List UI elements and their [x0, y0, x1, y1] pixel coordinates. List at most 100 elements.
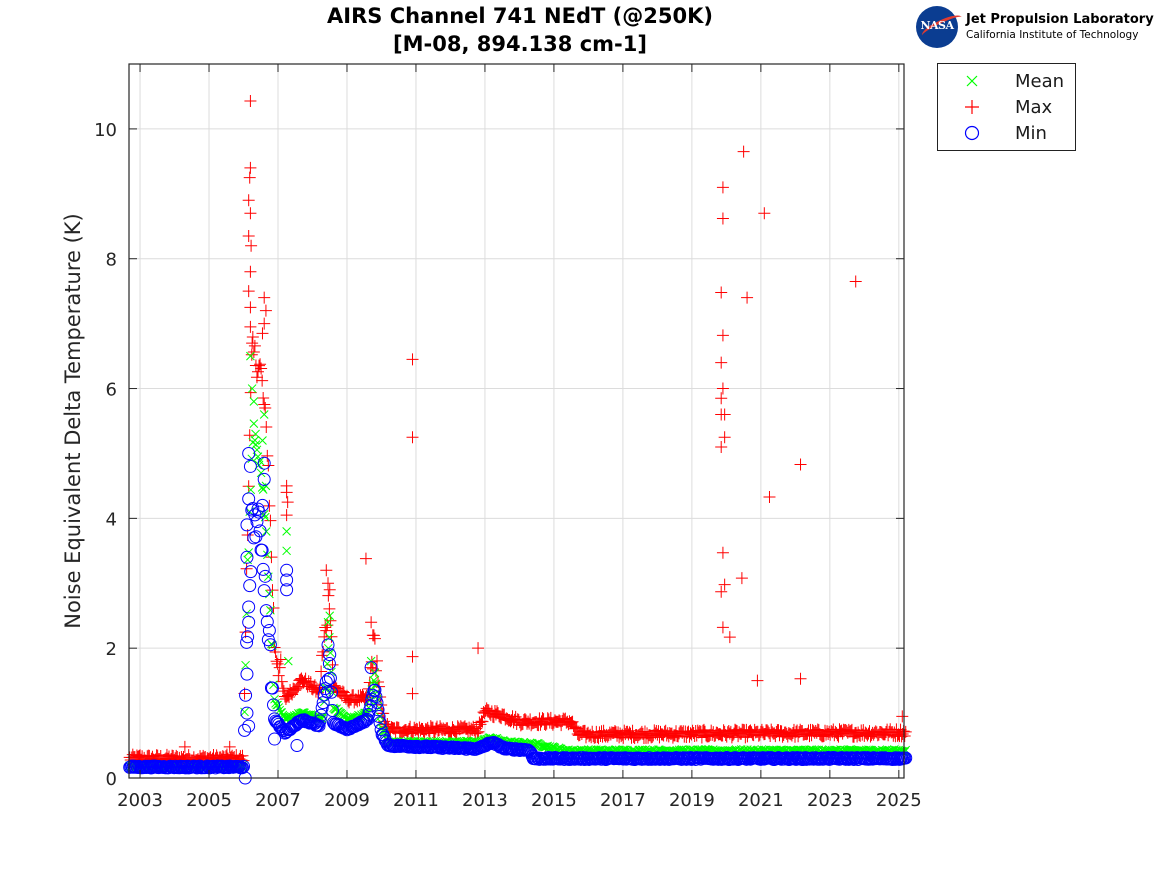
data-point-min — [240, 667, 254, 681]
grid-lines — [129, 64, 904, 779]
data-point-mean — [266, 605, 275, 615]
x-tick-label: 2013 — [462, 790, 508, 811]
data-point-mean — [246, 351, 255, 361]
data-point-min — [262, 623, 276, 637]
data-point-mean — [258, 485, 268, 494]
data-point-max — [569, 721, 582, 734]
data-point-min — [372, 710, 386, 724]
data-point-max — [337, 686, 350, 699]
data-point-min — [369, 690, 383, 704]
data-point-min — [358, 715, 372, 729]
data-point-max — [256, 374, 269, 387]
data-point-max — [348, 696, 361, 709]
nasa-wordmark: NASA — [920, 19, 954, 32]
series-layer — [123, 94, 913, 785]
axes-box — [128, 63, 905, 779]
jpl-name: Jet Propulsion Laboratory — [966, 12, 1154, 27]
data-point-min — [253, 524, 267, 538]
data-point-max — [274, 653, 287, 666]
data-point-max — [472, 642, 485, 655]
data-point-max — [244, 301, 257, 314]
data-point-min — [252, 505, 266, 519]
data-point-max — [811, 723, 824, 736]
data-point-max — [242, 480, 255, 493]
data-point-mean — [249, 419, 259, 428]
data-point-max — [723, 631, 736, 644]
data-point-max — [758, 207, 771, 220]
data-point-min — [280, 563, 294, 577]
data-point-max — [280, 509, 293, 522]
legend-label-min: Min — [1015, 123, 1047, 144]
data-point-max — [244, 265, 257, 278]
legend-entry-max: Max — [938, 94, 1075, 120]
data-point-max — [514, 719, 527, 732]
data-point-max — [366, 629, 379, 642]
data-point-mean — [370, 668, 380, 678]
data-point-min — [265, 681, 279, 695]
data-point-max — [368, 632, 381, 645]
x-tick-label: 2007 — [255, 790, 301, 811]
data-point-max — [258, 291, 271, 304]
data-point-min — [324, 685, 338, 699]
ticks: 2003 2005 2007 2009 2011 2013 2015 2017 2019 2021… — [94, 64, 922, 811]
data-point-max — [240, 562, 253, 575]
data-point-min — [257, 472, 271, 486]
data-point-max — [737, 145, 750, 158]
data-point-max — [256, 327, 269, 340]
data-point-min — [314, 708, 328, 722]
data-point-max — [259, 304, 272, 317]
data-point-mean — [259, 410, 269, 419]
data-point-max — [261, 449, 274, 462]
x-tick-label: 2003 — [117, 790, 163, 811]
data-point-mean — [282, 526, 291, 536]
data-point-mean — [255, 456, 265, 466]
data-point-max — [715, 440, 728, 453]
data-point-max — [263, 499, 276, 512]
data-point-min — [240, 635, 254, 649]
data-point-min — [268, 732, 282, 746]
data-point-max — [772, 724, 785, 737]
data-point-max — [364, 661, 377, 674]
data-point-mean — [240, 707, 249, 717]
data-point-min — [240, 550, 254, 564]
data-point-min — [317, 688, 331, 702]
data-point-min — [242, 600, 256, 614]
data-point-min — [364, 661, 378, 675]
data-point-max — [257, 392, 270, 405]
data-point-max — [325, 630, 338, 643]
data-point-max — [245, 239, 258, 252]
data-point-max — [474, 718, 487, 731]
data-point-mean — [273, 700, 283, 710]
data-point-max — [246, 337, 259, 350]
data-point-max — [246, 330, 259, 343]
chart-title-line1: AIRS Channel 741 NEdT (@250K) — [327, 4, 713, 28]
data-point-max — [751, 674, 764, 687]
data-point-max — [472, 725, 485, 738]
data-point-max — [322, 577, 335, 590]
data-point-min — [318, 682, 332, 696]
data-point-mean — [251, 440, 261, 449]
y-tick-label: 2 — [106, 639, 117, 660]
data-point-min — [235, 761, 249, 775]
data-point-min — [259, 604, 273, 618]
data-point-max — [242, 230, 255, 243]
x-marker-icon — [966, 75, 978, 87]
data-point-min — [315, 701, 329, 715]
data-point-max — [315, 665, 328, 678]
x-tick-label: 2017 — [600, 790, 646, 811]
data-point-max — [258, 398, 271, 411]
data-point-mean — [258, 436, 267, 445]
data-point-max — [406, 431, 419, 444]
data-point-min — [313, 714, 327, 728]
data-point-min — [243, 459, 257, 473]
data-point-max — [718, 578, 731, 591]
data-point-max — [243, 171, 256, 184]
data-point-max — [259, 401, 272, 414]
data-point-min — [242, 615, 256, 629]
data-point-mean — [256, 468, 266, 478]
data-point-max — [491, 705, 504, 718]
series-min — [123, 446, 913, 785]
plus-marker-icon — [965, 100, 979, 114]
data-point-min — [258, 569, 272, 583]
